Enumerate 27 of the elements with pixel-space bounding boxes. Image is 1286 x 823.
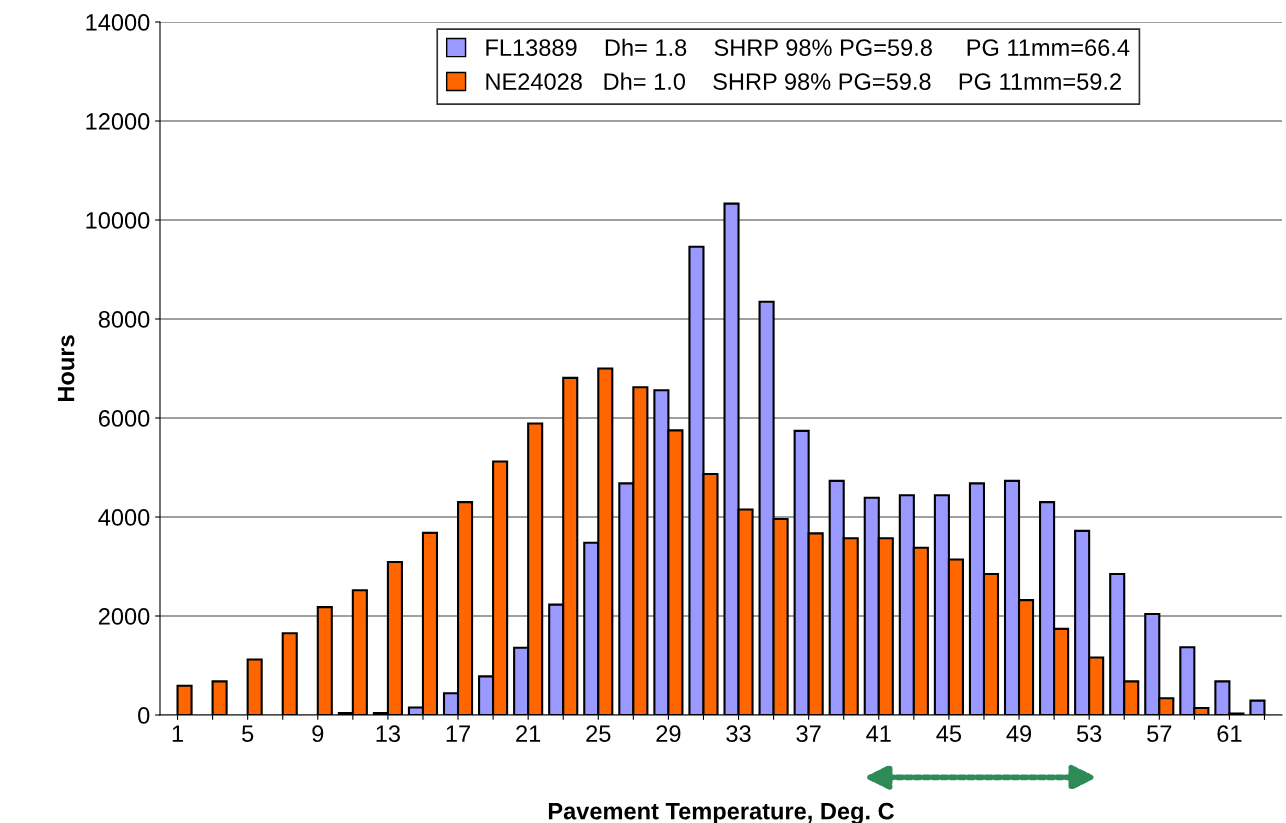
y-tick-label: 2000: [98, 608, 150, 625]
x-tick-label: 9: [312, 725, 324, 743]
x-tick-label: 13: [376, 725, 400, 743]
x-tick-label: 57: [1147, 725, 1172, 743]
y-axis-title: Hours: [57, 335, 75, 402]
y-tick-label: 0: [138, 707, 150, 724]
x-tick-label: 5: [242, 725, 254, 743]
x-tick-label: 61: [1217, 725, 1242, 743]
x-tick-label: 29: [656, 725, 681, 743]
y-tick-label: 14000: [86, 14, 150, 31]
x-tick-label: 37: [796, 725, 821, 743]
x-tick-label: 41: [866, 725, 891, 742]
legend-label: FL13889 Dh= 1.8 SHRP 98% PG=59.8 PG 11mm=66.4: [486, 38, 1130, 56]
x-tick-label: 45: [936, 725, 962, 743]
legend-label: NE24028 Dh= 1.0 SHRP 98% PG=59.8 PG 11mm=59.2: [486, 72, 1121, 90]
x-tick-label: 21: [516, 725, 541, 742]
x-tick-label: 53: [1076, 725, 1102, 743]
x-tick-label: 1: [172, 725, 183, 742]
y-tick-label: 12000: [86, 113, 150, 130]
y-tick-label: 8000: [98, 311, 150, 328]
y-tick-label: 4000: [98, 509, 150, 526]
x-tick-label: 33: [726, 725, 751, 743]
y-tick-label: 10000: [86, 212, 150, 229]
x-tick-label: 49: [1006, 725, 1032, 743]
x-tick-label: 25: [586, 725, 611, 743]
y-tick-label: 6000: [98, 410, 150, 427]
x-tick-label: 17: [446, 725, 470, 742]
